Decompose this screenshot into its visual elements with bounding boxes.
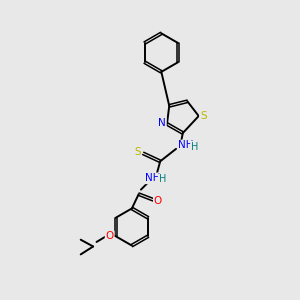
Text: N: N [158,118,166,128]
Text: O: O [106,231,114,241]
Text: S: S [200,111,206,121]
Text: NH: NH [178,140,194,151]
Text: H: H [191,142,198,152]
Text: S: S [134,147,141,157]
Text: H: H [159,174,166,184]
Text: O: O [154,196,162,206]
Text: NH: NH [145,173,161,183]
